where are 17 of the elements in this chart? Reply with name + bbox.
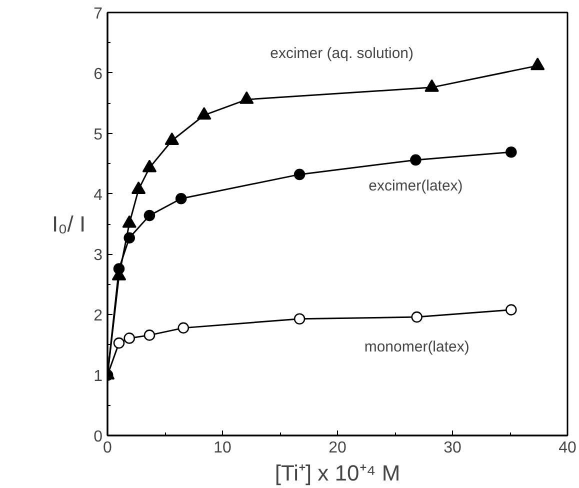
series-label: excimer(latex)	[368, 177, 463, 194]
y-axis-title: I₀/ I	[52, 212, 86, 236]
x-axis-title: [Ti⁺] x 10⁺⁴ M	[274, 460, 400, 486]
series-label: monomer(latex)	[364, 338, 470, 356]
y-tick-label: 2	[94, 308, 103, 325]
y-tick-label: 1	[94, 368, 103, 386]
x-tick-label: 20	[328, 440, 346, 456]
x-tick-label: 30	[444, 440, 462, 456]
series-label: excimer (aq. solution)	[270, 44, 414, 62]
y-tick-label: 3	[94, 247, 103, 264]
y-tick-label: 5	[94, 126, 103, 144]
y-tick-label: 7	[94, 6, 103, 22]
y-tick-label: 6	[94, 66, 103, 83]
y-tick-label: 0	[94, 428, 103, 446]
x-tick-label: 40	[558, 440, 576, 456]
x-tick-label: 10	[214, 440, 232, 456]
y-tick-label: 4	[94, 186, 103, 204]
